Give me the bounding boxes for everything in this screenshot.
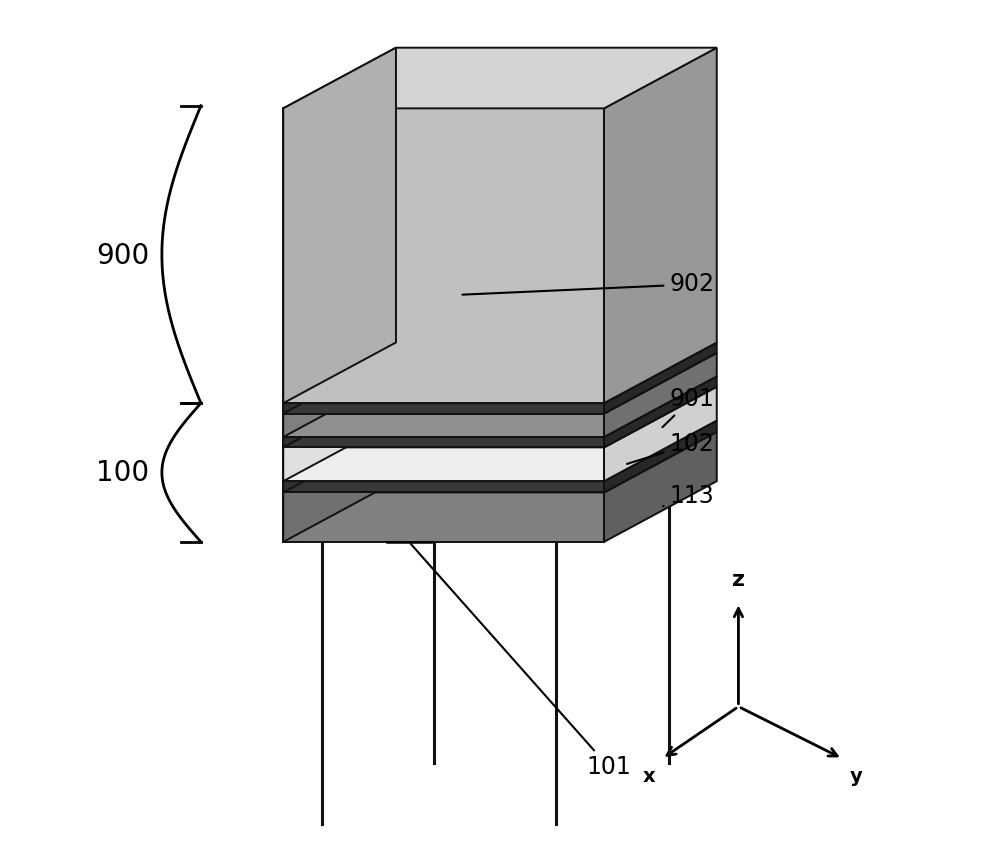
Polygon shape — [283, 447, 604, 481]
Polygon shape — [283, 342, 717, 403]
Text: z: z — [732, 570, 745, 590]
Polygon shape — [604, 420, 717, 492]
Polygon shape — [283, 432, 396, 542]
Polygon shape — [283, 403, 604, 414]
Polygon shape — [283, 353, 396, 437]
Text: 102: 102 — [627, 432, 714, 464]
Polygon shape — [283, 342, 396, 414]
Polygon shape — [283, 414, 604, 437]
Polygon shape — [283, 420, 717, 481]
Polygon shape — [604, 376, 717, 447]
Polygon shape — [604, 353, 717, 437]
Polygon shape — [283, 48, 717, 108]
Polygon shape — [283, 376, 717, 437]
Polygon shape — [283, 492, 604, 542]
Polygon shape — [283, 376, 396, 447]
Text: 900: 900 — [96, 242, 149, 270]
Polygon shape — [604, 48, 717, 403]
Polygon shape — [604, 432, 717, 542]
Polygon shape — [283, 420, 396, 492]
Polygon shape — [283, 387, 717, 447]
Text: 100: 100 — [96, 459, 149, 486]
Polygon shape — [283, 481, 604, 492]
Text: 101: 101 — [411, 544, 631, 779]
Text: x: x — [643, 767, 655, 786]
Text: 113: 113 — [663, 484, 714, 508]
Polygon shape — [283, 48, 396, 403]
Polygon shape — [604, 342, 717, 414]
Polygon shape — [283, 437, 604, 447]
Polygon shape — [604, 387, 717, 481]
Polygon shape — [283, 387, 396, 481]
Polygon shape — [283, 432, 717, 492]
Text: 902: 902 — [462, 272, 714, 297]
Text: 901: 901 — [662, 387, 714, 427]
Polygon shape — [283, 108, 604, 403]
Text: y: y — [849, 767, 862, 786]
Polygon shape — [283, 353, 717, 414]
